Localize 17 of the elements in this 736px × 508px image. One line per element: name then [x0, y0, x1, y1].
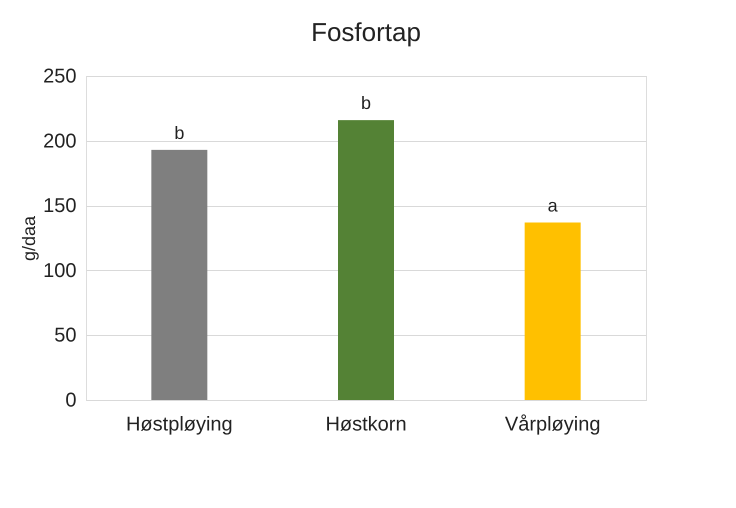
annotation: a — [548, 195, 559, 216]
x-tick-label: Høstpløying — [126, 414, 233, 436]
annotation: b — [174, 122, 184, 143]
x-tick-label: Høstkorn — [325, 414, 407, 436]
x-tick-label: Vårpløying — [504, 414, 600, 436]
bar — [524, 222, 581, 400]
bar — [151, 150, 208, 400]
y-tick-label: 200 — [43, 130, 76, 152]
bar — [338, 120, 394, 400]
y-tick-label: 0 — [65, 390, 76, 412]
y-tick-label: 100 — [43, 260, 76, 282]
annotation: b — [360, 93, 372, 114]
y-tick-label: 150 — [43, 195, 76, 218]
y-tick-label: 250 — [43, 66, 76, 88]
y-axis-title: g/daa — [19, 214, 40, 262]
chart-title: Fosfortap — [311, 17, 421, 47]
y-tick-label: 50 — [54, 324, 76, 347]
